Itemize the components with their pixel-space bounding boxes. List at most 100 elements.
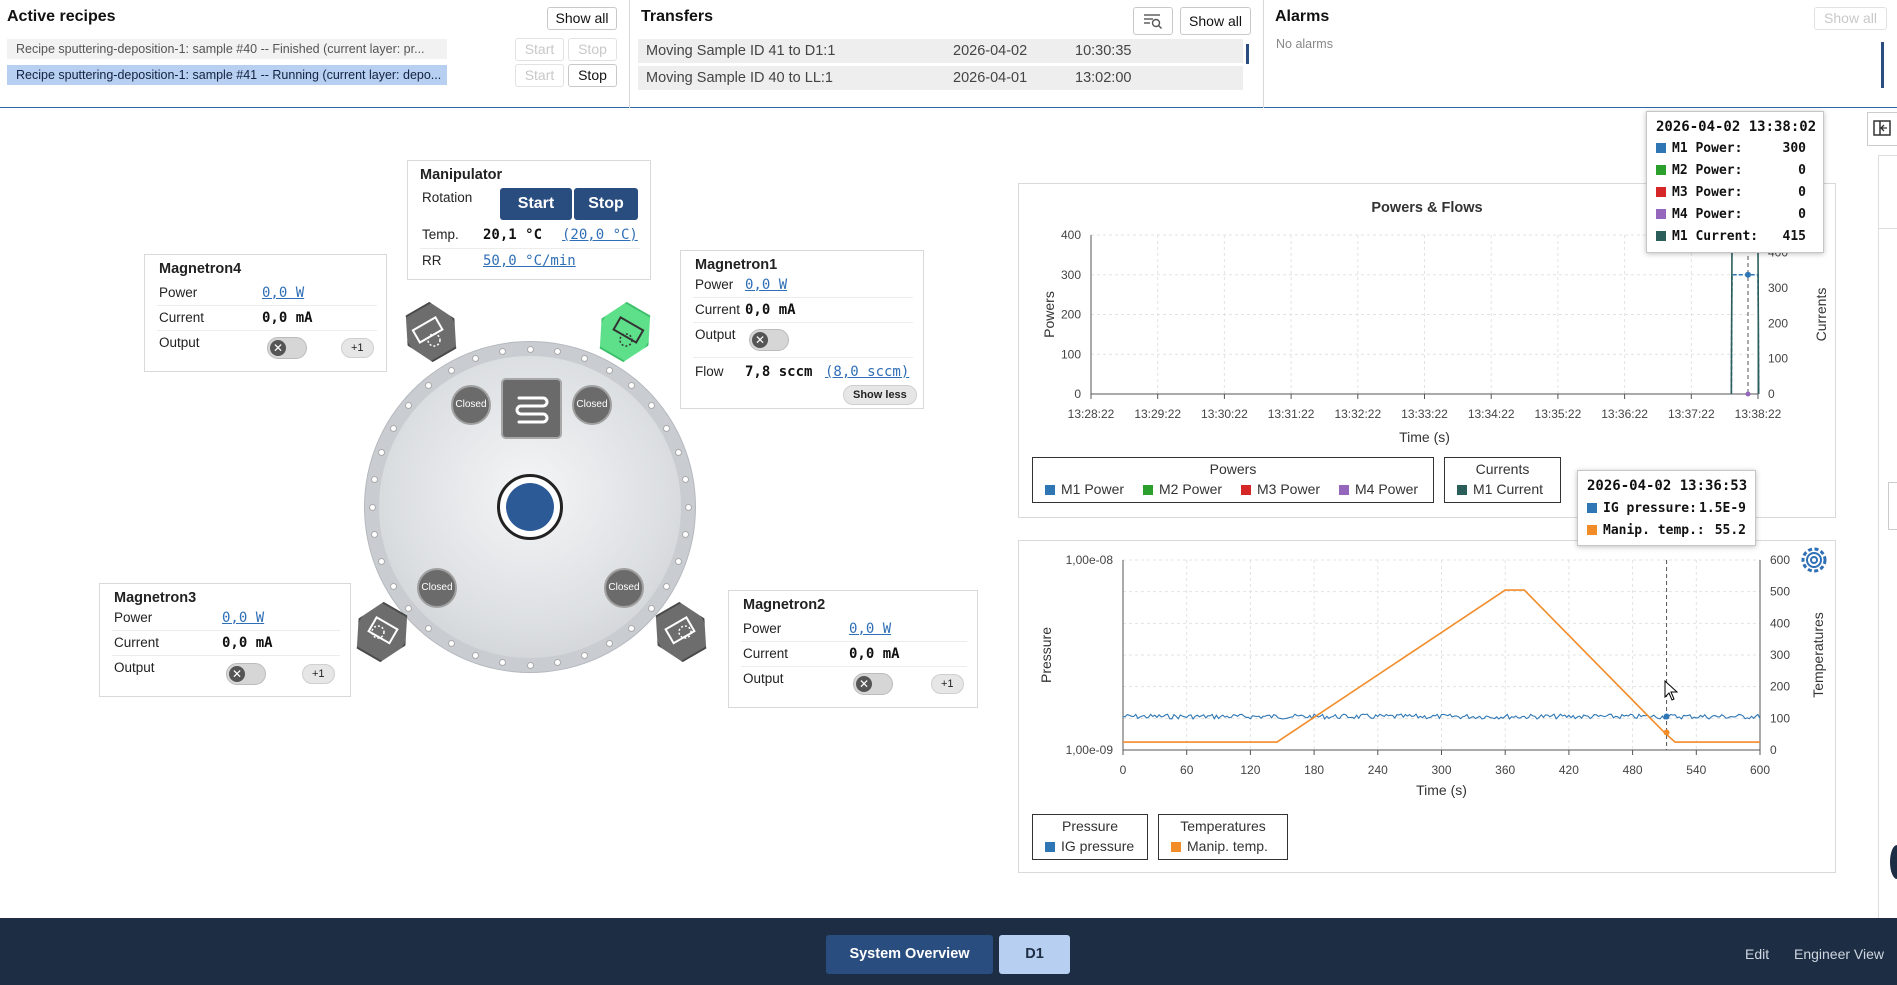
- y-tick-label: 400: [1061, 228, 1081, 242]
- bolt: [682, 530, 690, 538]
- recipes-show-all-button[interactable]: Show all: [547, 7, 617, 30]
- divider: [741, 641, 967, 642]
- recipe-start-button[interactable]: Start: [515, 64, 564, 87]
- pressure-chart-panel: [1018, 540, 1836, 873]
- more-badge-button[interactable]: +1: [341, 338, 374, 358]
- x-tick-label: 0: [1120, 763, 1127, 777]
- power-setpoint-link[interactable]: 0,0 W: [262, 285, 305, 301]
- filter-search-button[interactable]: [1133, 7, 1173, 35]
- bolt: [663, 582, 671, 590]
- output-toggle[interactable]: ✕: [226, 663, 266, 685]
- tooltip-label: IG pressure:: [1603, 501, 1697, 516]
- engineer-view-link[interactable]: Engineer View: [1794, 946, 1885, 962]
- transfer-text: Moving Sample ID 40 to LL:1: [646, 70, 833, 86]
- flow-value: 7,8 sccm: [745, 364, 813, 380]
- magnetron1-card: Magnetron1 Power 0,0 W Current 0,0 mA Ou…: [680, 250, 924, 409]
- magnetron2-title: Magnetron2: [743, 597, 826, 613]
- legend-item[interactable]: M3 Power: [1241, 481, 1320, 497]
- bolt: [405, 401, 413, 409]
- flow-setpoint-link[interactable]: (8,0 sccm): [825, 364, 910, 380]
- magnetron2-card: Magnetron2 Power 0,0 W Current 0,0 mA Ou…: [728, 590, 978, 708]
- edit-link[interactable]: Edit: [1745, 946, 1770, 962]
- power-setpoint-link[interactable]: 0,0 W: [745, 277, 788, 293]
- legend-item[interactable]: M1 Power: [1045, 481, 1124, 497]
- rotation-stop-button[interactable]: Stop: [574, 188, 638, 220]
- tooltip-value: 415: [1782, 229, 1806, 244]
- temp-setpoint-link[interactable]: (20,0 °C): [562, 227, 638, 243]
- x-tick-label: 13:32:22: [1334, 407, 1381, 421]
- legend-swatch: [1241, 485, 1251, 495]
- pressure-legend: Pressure IG pressure: [1032, 814, 1148, 860]
- legend-item[interactable]: M4 Power: [1339, 481, 1418, 497]
- recipe-stop-button[interactable]: Stop: [568, 64, 617, 87]
- x-tick-label: 300: [1431, 763, 1451, 777]
- d1-tab[interactable]: D1: [999, 935, 1070, 974]
- legend-item[interactable]: M1 Current: [1457, 481, 1543, 497]
- power-setpoint-link[interactable]: 0,0 W: [849, 621, 892, 637]
- tooltip-value: 55.2: [1714, 523, 1746, 538]
- rotation-start-button[interactable]: Start: [500, 188, 572, 220]
- recipe-row[interactable]: Recipe sputtering-deposition-1: sample #…: [7, 65, 447, 85]
- current-value: 0,0 mA: [262, 310, 313, 326]
- x-axis-label: Time (s): [1416, 782, 1467, 798]
- shutter-button[interactable]: Closed: [604, 568, 644, 608]
- shutter-button[interactable]: Closed: [417, 568, 457, 608]
- legend-item[interactable]: Manip. temp.: [1171, 838, 1268, 854]
- system-overview-tab[interactable]: System Overview: [826, 935, 993, 974]
- bolt: [526, 661, 534, 669]
- output-toggle[interactable]: ✕: [267, 337, 307, 359]
- legend-item[interactable]: M2 Power: [1143, 481, 1222, 497]
- heater-button[interactable]: [501, 378, 562, 439]
- shutter-button[interactable]: Closed: [572, 385, 612, 425]
- panel-collapse-icon: [1873, 120, 1891, 136]
- y-tick-label: 200: [1061, 308, 1081, 322]
- x-axis-label: Time (s): [1399, 429, 1450, 445]
- alarms-scrollbar[interactable]: [1881, 42, 1884, 88]
- transfer-row[interactable]: Moving Sample ID 40 to LL:1 2026-04-01 1…: [638, 66, 1243, 90]
- rr-setpoint-link[interactable]: 50,0 °C/min: [483, 253, 576, 269]
- recipe-row[interactable]: Recipe sputtering-deposition-1: sample #…: [7, 39, 447, 59]
- close-icon: ✕: [856, 676, 872, 692]
- divider: [629, 0, 630, 108]
- tooltip-label: M4 Power:: [1672, 207, 1743, 222]
- transfer-date: 2026-04-01: [953, 70, 1028, 86]
- x-tick-label: 240: [1368, 763, 1388, 777]
- output-toggle[interactable]: ✕: [853, 673, 893, 695]
- currents-legend: Currents M1 Current: [1444, 457, 1561, 503]
- tooltip-row: M2 Power: 0: [1656, 162, 1832, 180]
- recipe-start-button[interactable]: Start: [515, 38, 564, 61]
- legend-item[interactable]: IG pressure: [1045, 838, 1134, 854]
- gun-symbol-icon: [367, 615, 399, 645]
- y2-tick-label: 100: [1770, 711, 1790, 725]
- chart-settings-button[interactable]: [1797, 543, 1831, 577]
- magnetron4-card: Magnetron4 Power 0,0 W Current 0,0 mA Ou…: [144, 254, 387, 372]
- collapse-panel-button[interactable]: [1867, 112, 1897, 146]
- power-setpoint-link[interactable]: 0,0 W: [222, 610, 265, 626]
- recipe-stop-button[interactable]: Stop: [568, 38, 617, 61]
- power-label: Power: [114, 610, 153, 625]
- transfer-row[interactable]: Moving Sample ID 41 to D1:1 2026-04-02 1…: [638, 39, 1243, 63]
- pressure-chart[interactable]: 0 60 120 180 240 300 360 420 480 540 6000100200300…: [1018, 540, 1836, 810]
- transfers-scrollbar[interactable]: [1246, 44, 1249, 64]
- filter-search-icon: [1144, 14, 1162, 29]
- legend-swatch: [1457, 485, 1467, 495]
- transfers-show-all-button[interactable]: Show all: [1180, 7, 1251, 35]
- side-panel-stub: [1888, 482, 1897, 530]
- y2-tick-label: 300: [1768, 281, 1788, 295]
- sample-holder[interactable]: [497, 474, 563, 540]
- data-point: [1744, 271, 1751, 278]
- bolt: [663, 424, 671, 432]
- legend-title: Pressure: [1061, 818, 1119, 834]
- more-badge-button[interactable]: +1: [931, 674, 964, 694]
- tooltip-value: 0: [1798, 163, 1806, 178]
- data-point: [1663, 713, 1670, 720]
- bolt: [424, 382, 432, 390]
- x-tick-label: 120: [1240, 763, 1260, 777]
- more-badge-button[interactable]: +1: [302, 664, 335, 684]
- y-tick-label: 1,00e-09: [1066, 743, 1114, 757]
- show-less-button[interactable]: Show less: [843, 385, 917, 405]
- output-toggle[interactable]: ✕: [749, 329, 789, 351]
- tooltip-row: M1 Power: 300: [1656, 140, 1832, 158]
- shutter-button[interactable]: Closed: [451, 385, 491, 425]
- alarms-show-all-button[interactable]: Show all: [1814, 7, 1887, 30]
